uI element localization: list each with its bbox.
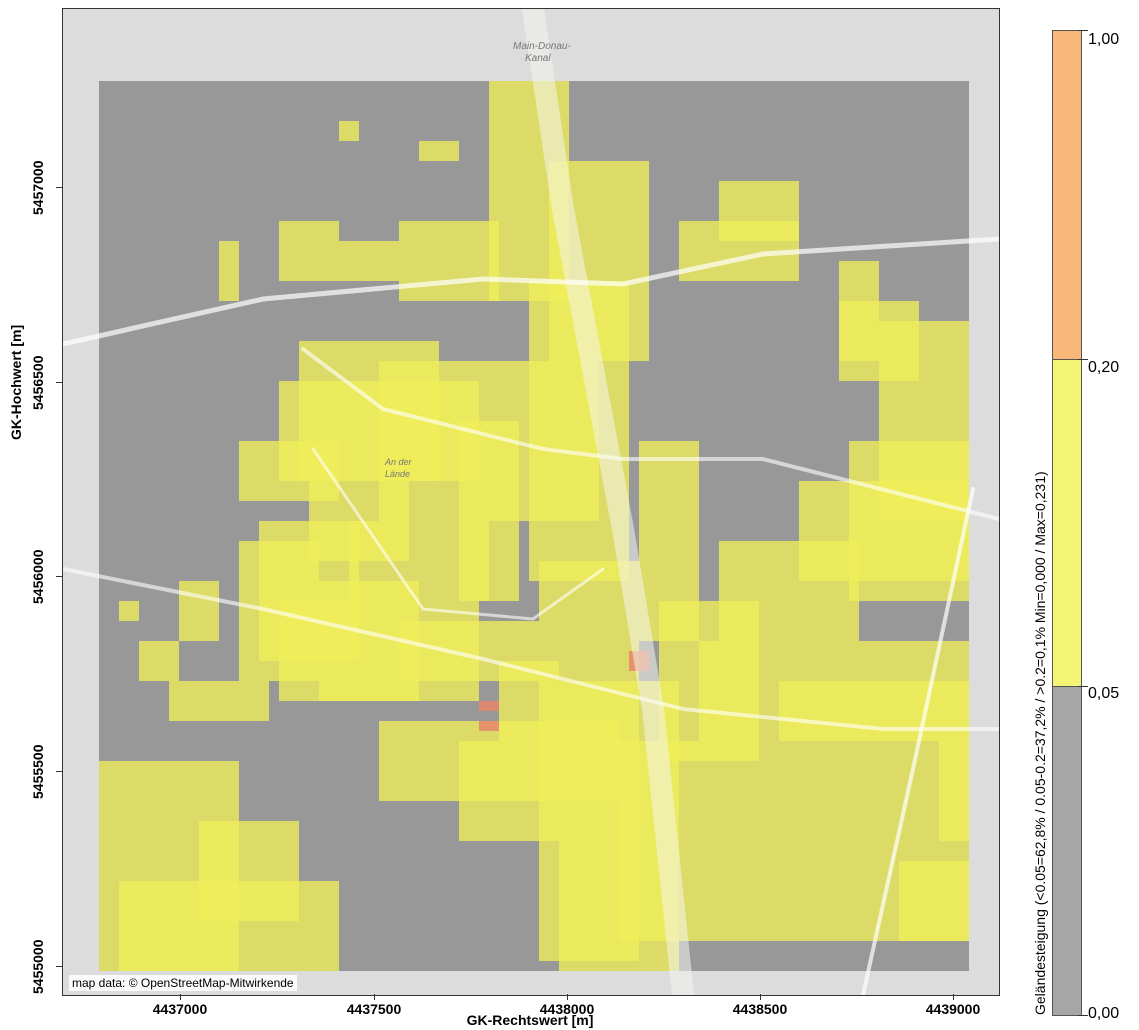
- legend-break-label: 0,00: [1088, 1005, 1120, 1022]
- grid-mid-slope-zone: [619, 741, 779, 941]
- grid-mid-slope-zone: [719, 181, 799, 241]
- y-tickmark: [56, 966, 62, 967]
- grid-mid-slope-zone: [219, 241, 239, 301]
- y-tickmark: [56, 382, 62, 383]
- legend-tick: [1078, 30, 1088, 31]
- road-network: [63, 9, 999, 995]
- grid-mid-slope-zone: [939, 741, 969, 841]
- grid-mid-slope-zone: [419, 141, 459, 161]
- grid-mid-slope-zone: [899, 861, 969, 941]
- road-east-west: [63, 236, 999, 347]
- grid-high-slope-cell: [479, 721, 499, 731]
- place-label-1: An der: [384, 457, 413, 467]
- legend-class-low: [1052, 686, 1082, 1016]
- grid-mid-slope-zone: [119, 601, 139, 621]
- grid-mid-slope-zone: [339, 241, 399, 281]
- road-south: [63, 567, 999, 731]
- grid-mid-slope-zone: [499, 661, 559, 741]
- y-tick-label: 5455000: [30, 939, 46, 994]
- legend-break-label: 0,05: [1088, 685, 1120, 702]
- grid-mid-slope-zone: [459, 421, 519, 601]
- grid-mid-slope-zone: [139, 641, 179, 681]
- legend-class-high: [1052, 30, 1082, 360]
- y-tick-label: 5456000: [30, 549, 46, 604]
- x-tickmark: [374, 994, 375, 1000]
- map-place-labels: Main-Donau- Kanal An der Lände: [384, 41, 571, 479]
- y-tick-label: 5455500: [30, 744, 46, 799]
- road-ring: [301, 347, 999, 521]
- y-tickmark: [56, 187, 62, 188]
- x-tick-label: 4438500: [732, 1001, 788, 1017]
- x-tick-label: 4439000: [925, 1001, 981, 1017]
- grid-mid-slope-zone: [459, 741, 559, 841]
- grid-mid-slope-zone: [839, 301, 919, 381]
- map-attribution: map data: © OpenStreetMap-Mitwirkende: [69, 975, 297, 991]
- legend-tick: [1078, 1015, 1088, 1016]
- grid-mid-slope-zone: [339, 121, 359, 141]
- legend-tick: [1078, 686, 1088, 687]
- x-tickmark: [953, 994, 954, 1000]
- canal-label-1: Main-Donau-: [513, 41, 571, 52]
- grid-mid-slope-zone: [279, 221, 339, 281]
- map-canvas[interactable]: Main-Donau- Kanal An der Lände map data:…: [62, 8, 1000, 996]
- y-tickmark: [56, 771, 62, 772]
- grid-mid-slope-zone: [399, 221, 499, 301]
- terrain-slope-map: Main-Donau- Kanal An der Lände: [63, 9, 999, 995]
- x-axis-label: GK-Rechtswert [m]: [466, 1012, 594, 1028]
- legend-colorbar: [1052, 30, 1082, 1016]
- x-tickmark: [567, 994, 568, 1000]
- x-tick-label: 4437500: [346, 1001, 402, 1017]
- legend-title: Geländesteigung (<0.05=62,8% / 0.05-0.2=…: [1032, 471, 1048, 1015]
- x-tick-label: 4438000: [539, 1001, 595, 1017]
- grid-mid-slope-zone: [179, 581, 219, 641]
- grid-mid-slope-zone: [169, 681, 269, 721]
- grid-high-slope-cell: [479, 701, 499, 711]
- grid-mid-slope-zone: [849, 441, 969, 601]
- legend-break-label: 0,20: [1088, 359, 1120, 376]
- y-tick-label: 5457000: [30, 160, 46, 215]
- road-east-ns: [861, 487, 975, 995]
- y-axis-label: GK-Hochwert [m]: [8, 324, 24, 440]
- canal-label-2: Kanal: [525, 53, 551, 64]
- legend-class-mid: [1052, 359, 1082, 687]
- road-island: [311, 447, 605, 621]
- x-tickmark: [180, 994, 181, 1000]
- legend-tick: [1078, 359, 1088, 360]
- slope-grid: [99, 81, 969, 971]
- grid-mid-slope-zone: [119, 881, 339, 971]
- x-tick-label: 4437000: [152, 1001, 208, 1017]
- x-tickmark: [760, 994, 761, 1000]
- highway-road: [522, 9, 694, 995]
- y-tickmark: [56, 576, 62, 577]
- legend-break-label: 1,00: [1088, 31, 1120, 48]
- y-tick-label: 5456500: [30, 355, 46, 410]
- place-label-2: Lände: [385, 469, 410, 479]
